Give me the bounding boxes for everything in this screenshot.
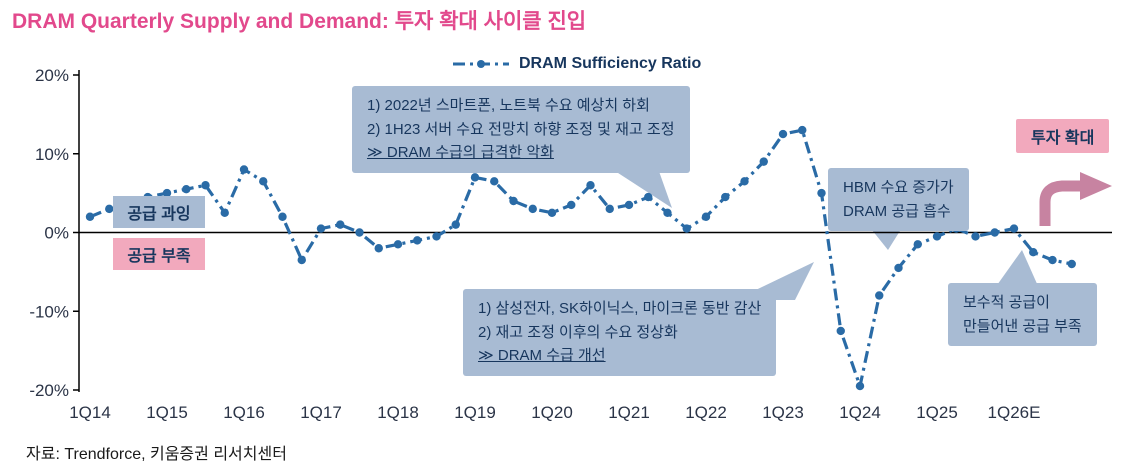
data-point-marker: [374, 244, 383, 253]
data-point-marker: [528, 204, 537, 214]
callout-production-cut-line3: ≫ DRAM 수급 개선: [478, 347, 606, 365]
data-point-marker: [432, 232, 441, 241]
data-point-marker: [875, 291, 884, 300]
data-point-marker: [162, 188, 172, 198]
data-point-marker: [855, 381, 865, 391]
callout-demand-decline: 1) 2022년 스마트폰, 노트북 수요 예상치 하회 2) 1H23 서버 …: [352, 86, 690, 174]
x-axis-tick-label: 1Q23: [762, 403, 804, 422]
supply-surplus-label: 공급 과잉: [113, 196, 205, 228]
y-axis-tick-label: 0%: [44, 224, 69, 243]
data-point-marker: [740, 177, 749, 186]
data-point-marker: [239, 165, 249, 174]
data-point-marker: [393, 240, 403, 249]
x-axis-tick-label: 1Q19: [454, 403, 496, 422]
legend-label: DRAM Sufficiency Ratio: [519, 55, 702, 72]
callout-demand-decline-line1: 1) 2022년 스마트폰, 노트북 수요 예상치 하회: [367, 97, 650, 114]
data-point-marker: [316, 224, 326, 233]
data-point-marker: [413, 236, 422, 245]
data-point-marker: [836, 326, 845, 336]
supply-shortage-label: 공급 부족: [113, 238, 205, 270]
data-point-marker: [971, 232, 980, 241]
data-point-marker: [663, 208, 672, 218]
data-point-marker: [1067, 259, 1076, 269]
data-point-marker: [1048, 255, 1057, 265]
data-point-marker: [605, 204, 614, 214]
data-point-marker: [990, 228, 999, 237]
data-point-marker: [1029, 247, 1038, 257]
data-point-marker: [913, 240, 922, 249]
investment-arrow-head: [1080, 172, 1112, 200]
data-point-marker: [547, 208, 557, 218]
callout-conservative-supply: 보수적 공급이 만들어낸 공급 부족: [948, 283, 1097, 347]
x-axis-tick-label: 1Q20: [531, 403, 573, 422]
data-point-marker: [451, 220, 460, 229]
data-point-marker: [297, 255, 306, 265]
data-point-marker: [355, 228, 364, 237]
callout-hbm-line1: HBM 수요 증가가: [843, 179, 954, 196]
callout-demand-decline-line2: 2) 1H23 서버 수요 전망치 하향 조정 및 재고 조정: [367, 120, 675, 138]
data-point-marker: [567, 200, 576, 210]
legend: DRAM Sufficiency Ratio: [452, 55, 701, 73]
x-axis-tick-label: 1Q24: [839, 403, 881, 422]
x-axis-tick-label: 1Q15: [146, 403, 188, 422]
data-point-marker: [259, 177, 268, 186]
data-point-marker: [817, 188, 826, 198]
x-axis-tick-label: 1Q21: [608, 403, 650, 422]
y-axis-tick-label: -20%: [29, 381, 69, 400]
data-point-marker: [278, 212, 287, 221]
data-point-marker: [470, 173, 480, 182]
callout-production-cut-line1: 1) 삼성전자, SK하이닉스, 마이크론 동반 감산: [478, 300, 762, 317]
callout-hbm-line2: DRAM 공급 흡수: [843, 202, 951, 220]
data-point-marker: [336, 220, 345, 229]
data-point-marker: [182, 184, 191, 194]
y-axis-tick-label: 20%: [35, 66, 69, 85]
investment-expansion-badge: 투자 확대: [1016, 119, 1110, 153]
data-point-marker: [509, 196, 518, 206]
legend-line-icon: [453, 60, 509, 68]
data-point-marker: [932, 232, 942, 241]
callout-production-cut: 1) 삼성전자, SK하이닉스, 마이크론 동반 감산 2) 재고 조정 이후의…: [463, 289, 777, 377]
data-point-marker: [778, 129, 788, 139]
callout-production-cut-line2: 2) 재고 조정 이후의 수요 정상화: [478, 323, 678, 341]
data-point-marker: [220, 208, 229, 218]
investment-arrow: [1039, 180, 1080, 226]
data-point-marker: [798, 125, 807, 135]
data-point-marker: [201, 181, 210, 190]
data-point-marker: [682, 224, 691, 233]
source-note: 자료: Trendforce, 키움증권 리서치센터: [26, 446, 287, 463]
data-point-marker: [586, 181, 595, 190]
data-point-marker: [701, 212, 711, 221]
callout-conservative-supply-line1: 보수적 공급이: [963, 294, 1050, 311]
data-point-marker: [105, 204, 114, 214]
y-axis-tick-label: -10%: [29, 302, 69, 321]
x-axis-tick-label: 1Q25: [916, 403, 958, 422]
callout-conservative-supply-line2: 만들어낸 공급 부족: [963, 317, 1082, 335]
x-axis-tick-label: 1Q22: [685, 403, 727, 422]
data-point-marker: [721, 192, 730, 202]
x-axis-tick-label: 1Q17: [300, 403, 342, 422]
data-point-marker: [894, 263, 903, 273]
x-axis-tick-label: 1Q18: [377, 403, 419, 422]
data-point-marker: [624, 200, 634, 210]
x-axis-tick-label: 1Q14: [69, 403, 111, 422]
data-point-marker: [759, 157, 768, 166]
y-axis-tick-label: 10%: [35, 145, 69, 164]
x-axis-tick-label: 1Q26E: [988, 403, 1041, 422]
data-point-marker: [490, 177, 499, 186]
page-title: DRAM Quarterly Supply and Demand: 투자 확대 …: [12, 10, 587, 33]
sufficiency-ratio-line: [89, 128, 1073, 388]
callout-hbm: HBM 수요 증가가 DRAM 공급 흡수: [828, 168, 969, 232]
data-point-marker: [85, 212, 95, 221]
data-point-marker: [1009, 224, 1019, 233]
callout-demand-decline-line3: ≫ DRAM 수급의 급격한 악화: [367, 144, 554, 162]
data-point-marker: [644, 192, 653, 202]
x-axis-tick-label: 1Q16: [223, 403, 265, 422]
